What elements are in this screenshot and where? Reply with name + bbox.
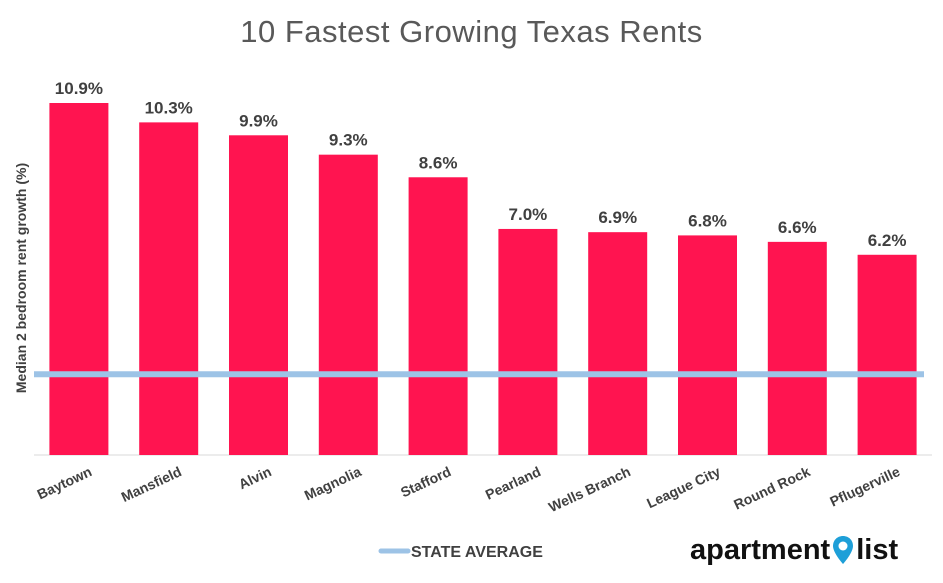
chart-title: 10 Fastest Growing Texas Rents	[240, 14, 703, 49]
x-tick-label: Pearland	[483, 463, 543, 502]
location-pin-icon	[832, 535, 854, 565]
x-tick-label: Alvin	[236, 463, 274, 492]
bar	[767, 241, 827, 455]
bar	[49, 103, 109, 455]
x-tick-label: Magnolia	[302, 463, 364, 503]
logo-text-list: list	[856, 533, 899, 566]
data-label: 6.9%	[598, 208, 637, 227]
data-label: 7.0%	[509, 205, 548, 224]
x-tick-label: Stafford	[398, 463, 453, 500]
data-label: 6.6%	[778, 218, 817, 237]
data-label: 10.3%	[145, 98, 193, 117]
x-tick-label: Mansfield	[119, 463, 184, 505]
bar	[408, 177, 468, 456]
data-label: 9.9%	[239, 111, 278, 130]
x-tick-label: League City	[644, 463, 723, 511]
bar	[139, 122, 199, 455]
x-tick-label: Pflugerville	[827, 463, 902, 509]
bar	[588, 232, 648, 455]
x-tick-label: Round Rock	[731, 463, 813, 512]
data-label: 6.2%	[868, 231, 907, 250]
bar	[229, 135, 288, 455]
bar	[678, 235, 737, 455]
bar	[318, 154, 378, 455]
x-tick-label: Wells Branch	[546, 463, 633, 515]
data-label: 9.3%	[329, 131, 368, 150]
data-label: 10.9%	[55, 79, 103, 98]
y-axis-title: Median 2 bedroom rent growth (%)	[13, 163, 29, 393]
bar	[498, 228, 558, 455]
data-label: 8.6%	[419, 153, 458, 172]
bar	[857, 254, 917, 455]
x-tick-label: Baytown	[35, 463, 95, 502]
logo-text-apartment: apartment	[690, 533, 831, 566]
data-label: 6.8%	[688, 211, 727, 230]
apartment-list-logo: apartment list	[690, 530, 898, 570]
legend-label: STATE AVERAGE	[411, 544, 543, 561]
